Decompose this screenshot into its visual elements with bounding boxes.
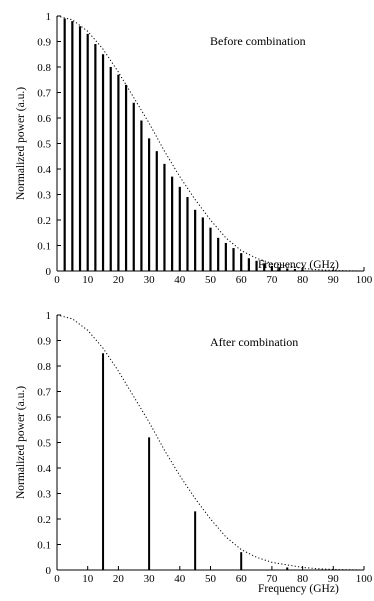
x-tick-label: 60 — [236, 274, 248, 286]
y-tick-label: 0.2 — [37, 514, 51, 526]
x-tick-label: 10 — [82, 274, 94, 286]
x-tick-label: 0 — [54, 573, 60, 585]
y-tick-label: 0.3 — [37, 190, 51, 202]
y-tick-label: 0.4 — [37, 164, 51, 176]
y-tick-label: 0.9 — [37, 37, 51, 49]
x-axis-label: Frequency (GHz) — [258, 583, 339, 595]
y-tick-label: 1 — [46, 310, 52, 322]
y-tick-label: 0.6 — [37, 412, 51, 424]
x-tick-label: 10 — [82, 573, 94, 585]
x-tick-label: 50 — [205, 573, 217, 585]
y-tick-label: 0.1 — [37, 540, 51, 552]
x-tick-label: 30 — [144, 573, 156, 585]
x-tick-label: 50 — [205, 274, 217, 286]
y-tick-label: 0 — [46, 266, 52, 278]
y-tick-label: 0.1 — [37, 241, 51, 253]
x-tick-label: 100 — [356, 274, 373, 286]
x-tick-label: 20 — [113, 274, 125, 286]
x-tick-label: 60 — [236, 573, 248, 585]
x-axis-label: Frequency (GHz) — [258, 259, 339, 271]
x-tick-label: 80 — [297, 274, 309, 286]
x-tick-label: 90 — [328, 573, 340, 585]
chart-annotation: Before combination — [210, 34, 306, 48]
chart-panel-2: 00.10.20.30.40.50.60.70.80.910 10 20 30 40 50… — [15, 310, 373, 595]
x-tick-label: 20 — [113, 573, 125, 585]
y-tick-label: 0.5 — [37, 438, 51, 450]
x-tick-label: 40 — [174, 573, 186, 585]
y-tick-label: 0.7 — [37, 387, 51, 399]
y-tick-label: 0.4 — [37, 463, 51, 475]
y-tick-label: 1 — [46, 11, 52, 23]
y-tick-label: 0.5 — [37, 139, 51, 151]
x-tick-label: 70 — [266, 573, 278, 585]
y-axis-label: Normalized power (a.u.) — [15, 87, 27, 200]
y-tick-label: 0.8 — [37, 361, 51, 373]
chart-panel-1: 00.10.20.30.40.50.60.70.80.910 10 20 30 40 50… — [15, 11, 373, 286]
y-tick-label: 0.8 — [37, 62, 51, 74]
x-tick-label: 90 — [328, 274, 340, 286]
x-tick-label: 100 — [356, 573, 373, 585]
y-tick-label: 0.3 — [37, 489, 51, 501]
x-tick-label: 30 — [144, 274, 156, 286]
y-tick-label: 0.7 — [37, 88, 51, 100]
x-tick-label: 70 — [266, 274, 278, 286]
y-tick-label: 0.9 — [37, 336, 51, 348]
x-tick-label: 0 — [54, 274, 60, 286]
y-tick-label: 0.6 — [37, 113, 51, 125]
x-tick-label: 80 — [297, 573, 309, 585]
chart-annotation: After combination — [210, 335, 298, 349]
y-tick-label: 0 — [46, 565, 52, 577]
y-tick-label: 0.2 — [37, 215, 51, 227]
y-axis-label: Normalized power (a.u.) — [15, 386, 27, 499]
x-tick-label: 40 — [174, 274, 186, 286]
